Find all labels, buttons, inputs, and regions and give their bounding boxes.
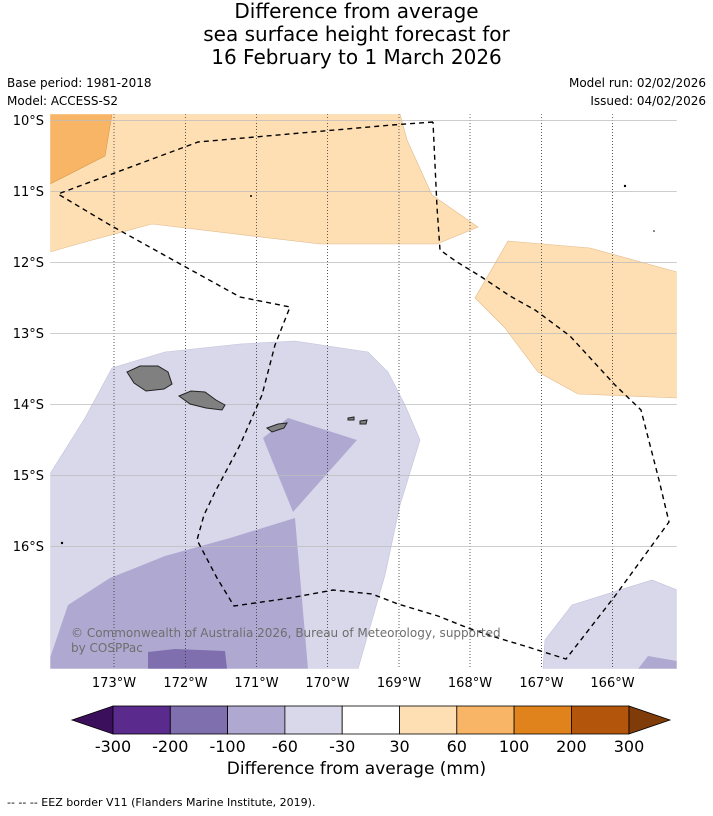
lat-label: 14°S — [13, 398, 44, 413]
lat-label: 15°S — [13, 469, 44, 484]
colorbar-bin — [513, 705, 572, 735]
region-neg30-60-southeast — [542, 579, 677, 669]
colorbar-tick: -200 — [152, 737, 188, 756]
islet-east — [653, 230, 655, 232]
map-plot-area — [50, 114, 677, 669]
colorbar — [70, 705, 672, 735]
lon-label: 171°W — [234, 676, 278, 691]
lat-label: 13°S — [13, 327, 44, 342]
lon-label: 169°W — [377, 676, 421, 691]
region-30-60-east — [474, 240, 677, 399]
eez-border — [56, 121, 670, 660]
island-tau — [359, 419, 368, 425]
lon-label: 170°W — [305, 676, 349, 691]
plot-frame — [49, 113, 678, 670]
copyright-notice: © Commonwealth of Australia 2026, Bureau… — [71, 626, 501, 655]
lat-label: 12°S — [13, 256, 44, 271]
island-tutuila — [265, 422, 288, 433]
title-line-1: Difference from average — [234, 0, 479, 23]
lat-tick-labels: 10°S 11°S 12°S 13°S 14°S 15°S 16°S — [13, 114, 44, 555]
model-run: Model run: 02/02/2026 — [568, 76, 706, 90]
map-title: Difference from average sea surface heig… — [0, 0, 713, 69]
island-upolu — [177, 390, 226, 411]
region-neg60-100-southeast — [638, 656, 677, 669]
colorbar-tick: 30 — [389, 737, 409, 756]
eez-legend: -- -- -- EEZ border V11 (Flanders Marine… — [7, 796, 316, 809]
colorbar-tick: 300 — [614, 737, 645, 756]
colorbar-tick: 60 — [447, 737, 467, 756]
title-line-2: sea surface height forecast for — [203, 22, 510, 46]
colorbar-tick-labels: -300 -200 -100 -60 -30 30 60 100 200 300 — [95, 737, 644, 756]
lon-label: 172°W — [163, 676, 207, 691]
lon-label: 167°W — [519, 676, 563, 691]
base-period: Base period: 1981-2018 — [7, 76, 152, 90]
islet-north — [250, 195, 252, 197]
region-neg60-100-south — [50, 518, 308, 669]
title-line-3: 16 February to 1 March 2026 — [211, 45, 502, 69]
colorbar-bin — [399, 705, 458, 735]
model-name: Model: ACCESS-S2 — [7, 94, 119, 108]
colorbar-tick: -30 — [329, 737, 355, 756]
issued-date: Issued: 04/02/2026 — [590, 94, 706, 108]
region-neg100-200-south — [148, 649, 227, 669]
colorbar-bin — [227, 705, 286, 735]
region-neg60-100-triangle — [263, 418, 357, 512]
lat-label: 10°S — [13, 114, 44, 129]
grid-longitudes — [113, 114, 613, 669]
colorbar-title: Difference from average (mm) — [226, 759, 487, 779]
colorbar-extend-high — [628, 705, 672, 735]
lon-label: 173°W — [92, 676, 136, 691]
lon-tick-labels: 173°W 172°W 171°W 170°W 169°W 168°W 167°… — [92, 676, 635, 691]
colorbar-bin — [112, 705, 171, 735]
meta-left: Base period: 1981-2018 Model: ACCESS-S2 — [7, 74, 152, 110]
lat-label: 16°S — [13, 540, 44, 555]
colorbar-bin — [456, 705, 515, 735]
region-60-100-northwest — [50, 114, 113, 185]
island-savaii — [126, 365, 173, 392]
colorbar-bin — [169, 705, 229, 735]
colorbar-tick: 200 — [556, 737, 587, 756]
lon-label: 166°W — [590, 676, 634, 691]
islet-west — [60, 541, 64, 545]
colorbar-tick: -300 — [95, 737, 131, 756]
colorbar-extend-low — [70, 705, 114, 735]
lon-label: 168°W — [448, 676, 492, 691]
colorbar-bin — [341, 705, 400, 735]
colorbar-tick: -100 — [209, 737, 245, 756]
grid-latitudes — [50, 120, 677, 547]
colorbar-tick: -60 — [272, 737, 298, 756]
island-ofu — [347, 416, 355, 421]
region-30-60-north — [50, 114, 479, 253]
islet-northeast — [623, 184, 627, 188]
meta-right: Model run: 02/02/2026 Issued: 04/02/2026 — [569, 74, 706, 110]
colorbar-bin — [284, 705, 343, 735]
lat-label: 11°S — [13, 185, 44, 200]
colorbar-tick: 100 — [499, 737, 530, 756]
colorbar-bin — [571, 705, 630, 735]
